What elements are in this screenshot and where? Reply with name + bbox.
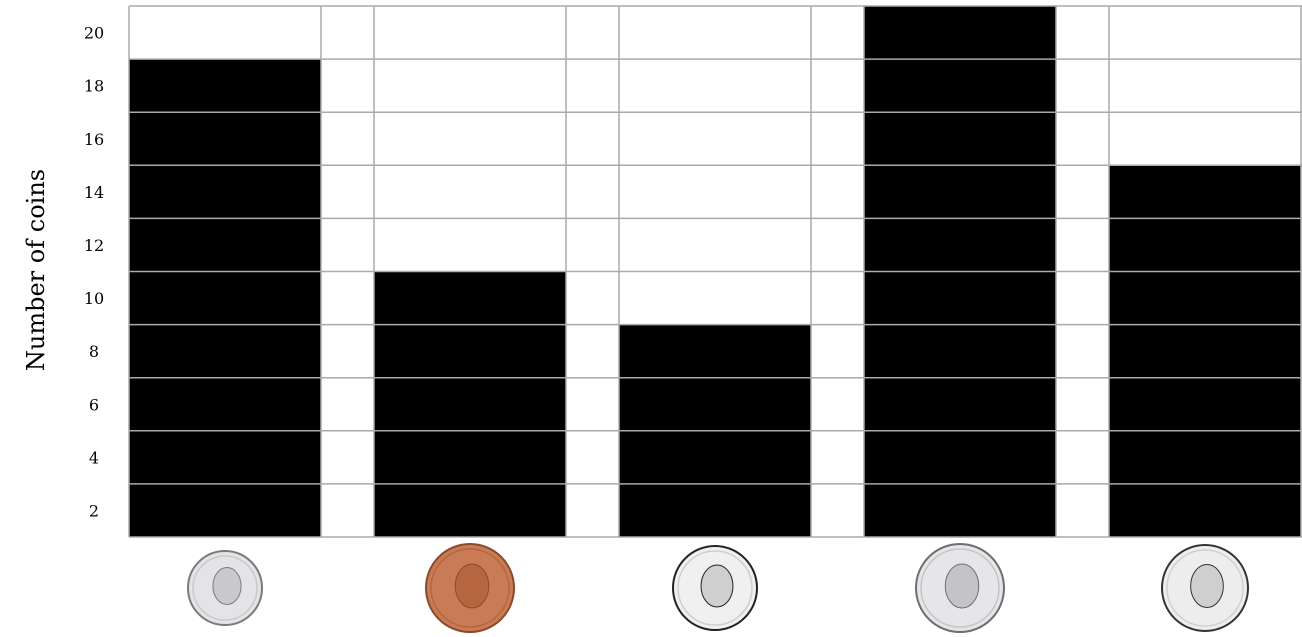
bar-half-dollar <box>1109 165 1301 538</box>
y-tick-label: 14 <box>84 183 104 202</box>
bar-dime <box>129 59 321 537</box>
y-tick-label: 8 <box>89 342 99 361</box>
y-tick-label: 10 <box>84 289 104 308</box>
y-tick-label: 2 <box>89 501 99 520</box>
bar-penny <box>374 271 566 537</box>
bars-layer <box>128 5 1302 538</box>
half-dollar-coin-icon <box>1161 544 1249 632</box>
y-tick-label: 12 <box>84 236 104 255</box>
coin-icons <box>187 543 1249 633</box>
y-tick-label: 4 <box>89 448 99 467</box>
y-tick-label: 20 <box>84 24 104 43</box>
y-tick-label: 6 <box>89 395 99 414</box>
dime-coin-icon <box>187 550 263 626</box>
quarter-coin-icon <box>915 543 1005 633</box>
y-tick-label: 16 <box>84 130 104 149</box>
y-tick-labels: 2 4 6 8 10 12 14 16 18 20 <box>84 24 104 521</box>
y-axis-label: Number of coins <box>22 169 50 371</box>
y-tick-label: 18 <box>84 77 104 96</box>
penny-coin-icon <box>425 543 515 633</box>
nickel-coin-icon <box>672 545 758 631</box>
